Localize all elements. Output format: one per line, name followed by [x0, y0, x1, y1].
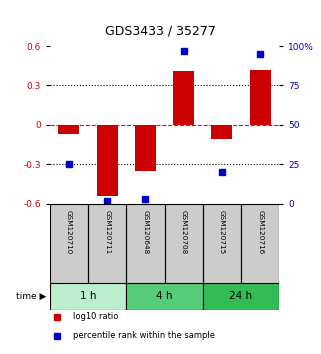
- Text: GSM120711: GSM120711: [104, 210, 110, 255]
- Text: GDS3433 / 35277: GDS3433 / 35277: [105, 24, 216, 37]
- Text: percentile rank within the sample: percentile rank within the sample: [73, 331, 215, 340]
- Bar: [250, 70, 271, 125]
- Bar: [211, 125, 232, 139]
- FancyBboxPatch shape: [50, 204, 279, 283]
- Text: GSM120708: GSM120708: [181, 210, 187, 255]
- FancyBboxPatch shape: [203, 283, 279, 310]
- Text: 24 h: 24 h: [230, 291, 253, 301]
- Text: GSM120710: GSM120710: [66, 210, 72, 255]
- FancyBboxPatch shape: [126, 283, 203, 310]
- Bar: [58, 125, 79, 134]
- Text: GSM120716: GSM120716: [257, 210, 263, 255]
- Text: GSM120648: GSM120648: [143, 210, 148, 255]
- Bar: [97, 125, 118, 196]
- Text: 1 h: 1 h: [80, 291, 96, 301]
- Text: time ▶: time ▶: [16, 292, 47, 301]
- Text: 4 h: 4 h: [156, 291, 173, 301]
- Bar: [173, 71, 194, 125]
- Text: GSM120715: GSM120715: [219, 210, 225, 255]
- FancyBboxPatch shape: [50, 283, 126, 310]
- Text: log10 ratio: log10 ratio: [73, 312, 118, 321]
- Bar: [135, 125, 156, 171]
